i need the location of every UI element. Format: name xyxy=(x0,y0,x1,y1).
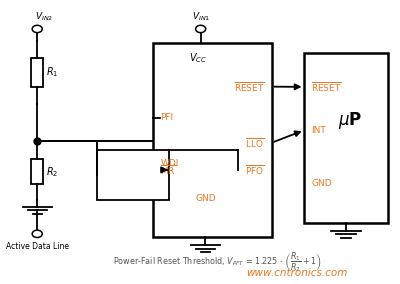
Text: www.cntronics.com: www.cntronics.com xyxy=(246,268,347,277)
Text: $\overline{\mathrm{PFO}}$: $\overline{\mathrm{PFO}}$ xyxy=(245,163,264,177)
Text: $V_{CC}$: $V_{CC}$ xyxy=(189,52,207,65)
Text: $\overline{\mathrm{RESET}}$: $\overline{\mathrm{RESET}}$ xyxy=(234,80,264,94)
Text: INT: INT xyxy=(311,126,326,135)
Text: GND: GND xyxy=(311,179,332,188)
Bar xyxy=(31,58,44,87)
Text: Active Data Line: Active Data Line xyxy=(6,242,69,251)
Text: GND: GND xyxy=(195,195,216,203)
Text: $\mu$P: $\mu$P xyxy=(338,110,362,131)
Text: $V_{IN1}$: $V_{IN1}$ xyxy=(192,10,210,23)
Text: WDI: WDI xyxy=(160,160,179,168)
Text: $\overline{\mathrm{MR}}$: $\overline{\mathrm{MR}}$ xyxy=(160,163,176,177)
Text: PFI: PFI xyxy=(160,113,174,122)
Text: $R_1$: $R_1$ xyxy=(46,66,58,79)
Text: $\overline{\mathrm{RESET}}$: $\overline{\mathrm{RESET}}$ xyxy=(311,80,342,94)
Text: $V_{IN2}$: $V_{IN2}$ xyxy=(35,10,54,23)
Bar xyxy=(31,159,44,184)
Text: Power-Fail Reset Threshold, $V_{PFT}$ = 1.225 $\cdot$ $\left(\dfrac{R_1}{R_2}+1\: Power-Fail Reset Threshold, $V_{PFT}$ = … xyxy=(113,250,322,274)
Bar xyxy=(153,43,272,237)
Text: $\overline{\mathrm{LLO}}$: $\overline{\mathrm{LLO}}$ xyxy=(246,136,264,150)
Text: $R_2$: $R_2$ xyxy=(46,165,58,179)
Bar xyxy=(304,53,388,223)
Bar xyxy=(97,150,169,200)
